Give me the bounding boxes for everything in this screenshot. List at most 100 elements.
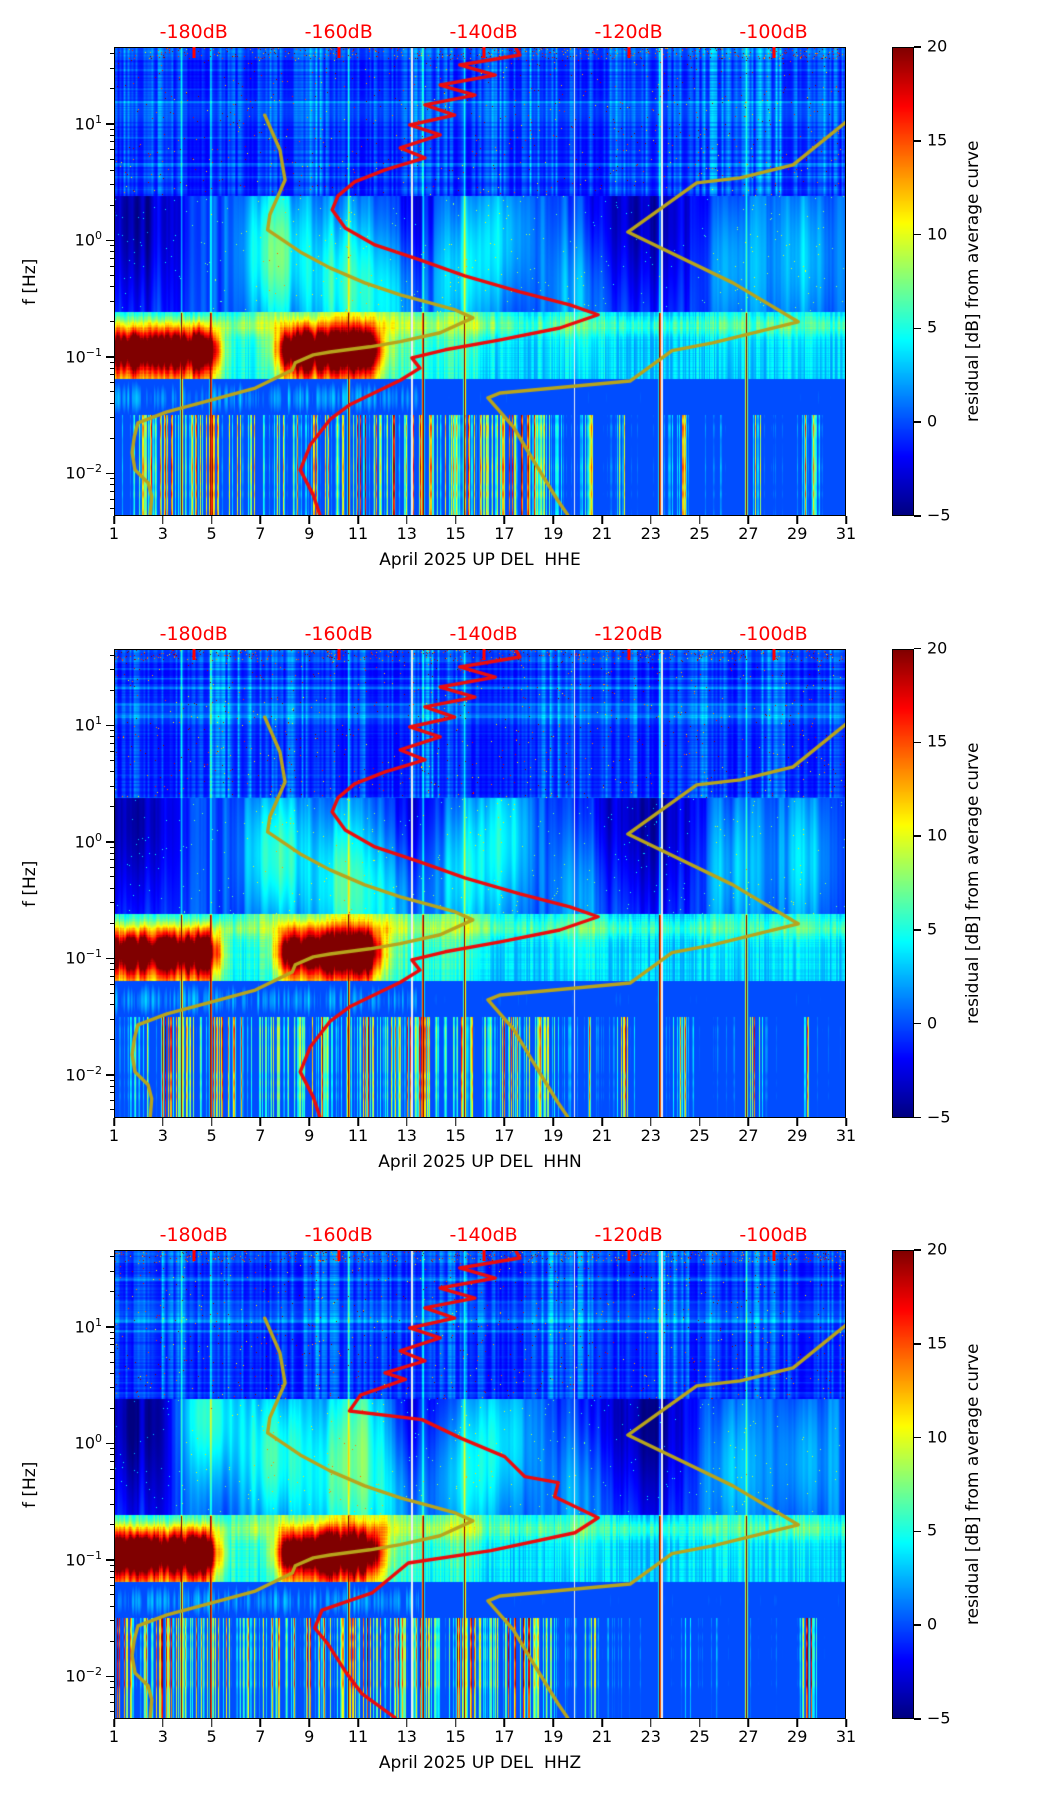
day-tick-label: 27 bbox=[738, 1125, 759, 1145]
day-tick-mark bbox=[845, 1719, 847, 1727]
freq-minor-tick-mark bbox=[109, 1594, 114, 1596]
freq-minor-tick-mark bbox=[109, 975, 114, 977]
day-tick-mark bbox=[210, 516, 213, 524]
day-tick-mark bbox=[845, 516, 847, 524]
freq-minor-tick-mark bbox=[109, 969, 114, 971]
freq-tick-mark bbox=[106, 356, 114, 358]
top-db-tick-label: -100dB bbox=[739, 21, 808, 43]
freq-minor-tick-mark bbox=[109, 484, 114, 486]
day-tick-label: 21 bbox=[591, 1727, 613, 1746]
colorbar-tick-mark bbox=[914, 515, 921, 517]
freq-minor-tick-mark bbox=[109, 1270, 114, 1272]
colorbar-tick-label: −5 bbox=[927, 1107, 951, 1127]
day-tick-mark bbox=[308, 1719, 310, 1727]
top-db-tick-mark bbox=[337, 648, 341, 660]
freq-tick-mark bbox=[106, 239, 114, 242]
freq-minor-tick-mark bbox=[109, 382, 114, 384]
freq-minor-tick-mark bbox=[109, 1605, 114, 1607]
freq-minor-tick-mark bbox=[109, 887, 114, 889]
spectrogram-plot-area bbox=[114, 1250, 846, 1719]
freq-minor-tick-mark bbox=[109, 367, 114, 369]
colorbar-tick-label: 5 bbox=[927, 1521, 938, 1541]
freq-minor-tick-mark bbox=[109, 736, 114, 738]
freq-minor-tick-mark bbox=[109, 417, 114, 419]
top-db-tick-mark bbox=[627, 47, 631, 58]
freq-minor-tick-mark bbox=[109, 88, 114, 90]
day-tick-mark bbox=[406, 516, 408, 524]
freq-minor-tick-mark bbox=[109, 402, 114, 404]
colorbar-tick-label: 20 bbox=[927, 1239, 948, 1259]
day-tick-mark bbox=[308, 516, 310, 524]
freq-minor-tick-mark bbox=[109, 846, 114, 848]
freq-minor-tick-mark bbox=[109, 374, 114, 376]
freq-minor-tick-mark bbox=[109, 184, 114, 186]
day-tick-mark bbox=[113, 1719, 115, 1727]
day-tick-label: 5 bbox=[206, 524, 217, 543]
day-tick-label: 11 bbox=[347, 1125, 369, 1145]
freq-tick-label: 100 bbox=[74, 229, 102, 250]
freq-minor-tick-mark bbox=[109, 1039, 114, 1041]
top-db-tick-label: -140dB bbox=[449, 1224, 518, 1246]
day-tick-label: 1 bbox=[108, 1125, 120, 1145]
colorbar-tick-label: 0 bbox=[927, 411, 938, 431]
freq-minor-tick-mark bbox=[109, 859, 114, 861]
day-tick-mark bbox=[406, 1117, 408, 1126]
freq-minor-tick-mark bbox=[109, 1585, 114, 1587]
day-tick-label: 5 bbox=[206, 1125, 217, 1145]
freq-minor-tick-mark bbox=[109, 902, 114, 904]
freq-tick-mark bbox=[106, 1074, 114, 1076]
freq-minor-tick-mark bbox=[109, 742, 114, 744]
freq-tick-mark bbox=[106, 1442, 114, 1445]
day-tick-mark bbox=[601, 1117, 603, 1126]
day-tick-label: 25 bbox=[689, 1125, 710, 1145]
freq-tick-mark bbox=[106, 1675, 114, 1678]
freq-minor-tick-mark bbox=[109, 1701, 114, 1703]
freq-minor-tick-mark bbox=[109, 1079, 114, 1081]
colorbar-tick-label: −5 bbox=[927, 1708, 951, 1728]
day-tick-label: 27 bbox=[738, 1727, 759, 1746]
colorbar-tick-mark bbox=[914, 1624, 921, 1626]
freq-minor-tick-mark bbox=[109, 245, 114, 247]
colorbar-gradient bbox=[892, 47, 914, 516]
day-tick-label: 15 bbox=[445, 1125, 466, 1145]
day-tick-mark bbox=[162, 1117, 164, 1126]
colorbar-tick-label: 10 bbox=[927, 825, 948, 845]
day-tick-mark bbox=[210, 1719, 213, 1727]
colorbar bbox=[892, 648, 914, 1118]
freq-minor-tick-mark bbox=[109, 1018, 114, 1020]
top-db-tick-label: -120dB bbox=[594, 21, 663, 43]
day-tick-mark bbox=[308, 1117, 310, 1126]
day-tick-mark bbox=[650, 1117, 652, 1126]
day-tick-label: 23 bbox=[640, 1125, 661, 1145]
freq-minor-tick-mark bbox=[109, 1570, 114, 1572]
day-tick-label: 31 bbox=[835, 1727, 857, 1746]
freq-minor-tick-mark bbox=[109, 286, 114, 288]
freq-minor-tick-mark bbox=[109, 490, 114, 492]
freq-minor-tick-mark bbox=[109, 1085, 114, 1087]
freq-minor-tick-mark bbox=[109, 300, 114, 302]
freq-tick-label: 10−2 bbox=[65, 1063, 102, 1085]
day-tick-mark bbox=[357, 1719, 359, 1727]
freq-minor-tick-mark bbox=[109, 149, 114, 151]
day-tick-label: 31 bbox=[835, 1125, 857, 1145]
top-db-tick-mark bbox=[772, 1250, 776, 1261]
top-db-tick-label: -160dB bbox=[304, 21, 373, 43]
freq-tick-label: 100 bbox=[74, 1432, 102, 1453]
freq-minor-tick-mark bbox=[109, 1489, 114, 1491]
top-db-tick-label: -180dB bbox=[159, 21, 228, 43]
day-tick-mark bbox=[503, 516, 506, 524]
top-db-tick-mark bbox=[192, 1250, 196, 1261]
freq-minor-tick-mark bbox=[109, 141, 114, 143]
colorbar-tick-mark bbox=[914, 647, 921, 650]
day-tick-label: 31 bbox=[835, 524, 857, 543]
freq-minor-tick-mark bbox=[109, 654, 114, 656]
colorbar-label: residual [dB] from average curve bbox=[963, 140, 983, 423]
freq-minor-tick-mark bbox=[109, 1460, 114, 1462]
top-db-tick-label: -160dB bbox=[304, 622, 373, 645]
day-tick-label: 23 bbox=[640, 1727, 661, 1746]
colorbar-tick-mark bbox=[914, 1718, 921, 1720]
freq-minor-tick-mark bbox=[109, 1681, 114, 1683]
freq-minor-tick-mark bbox=[109, 760, 114, 761]
freq-minor-tick-mark bbox=[109, 1687, 114, 1689]
day-tick-label: 7 bbox=[255, 524, 266, 543]
